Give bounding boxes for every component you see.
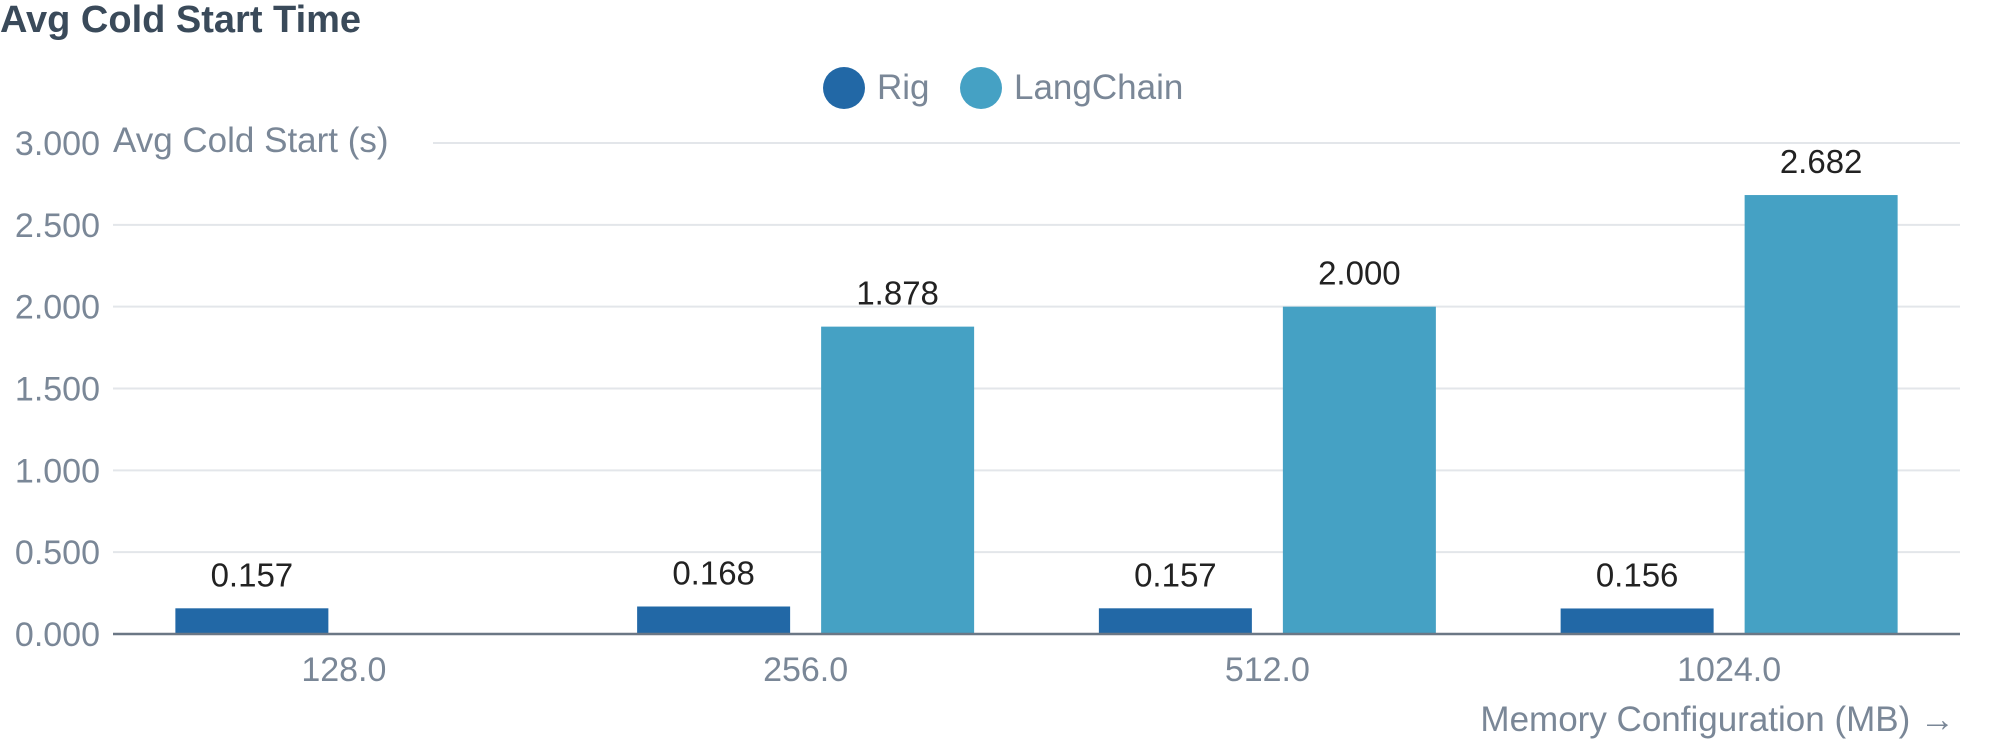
legend-swatch-rig xyxy=(823,67,865,109)
legend-label-langchain: LangChain xyxy=(1014,68,1183,107)
y-tick-label: 0.500 xyxy=(15,534,100,572)
bar-rig-1024.0 xyxy=(1560,608,1714,634)
bar-langchain-512.0 xyxy=(1282,306,1436,634)
data-label: 1.878 xyxy=(856,275,939,312)
y-tick-label: 1.000 xyxy=(15,452,100,490)
x-tick-label: 256.0 xyxy=(763,651,848,689)
y-tick-label: 0.000 xyxy=(15,616,100,654)
chart-title: Avg Cold Start Time xyxy=(0,0,362,41)
y-tick-label: 2.500 xyxy=(15,207,100,245)
bar-rig-512.0 xyxy=(1098,608,1252,634)
x-axis-ticks: 128.0 256.0 512.0 1024.0 xyxy=(301,651,1781,689)
data-labels: 0.157 0.168 1.878 0.157 2.000 0.156 2.682 xyxy=(211,143,1863,593)
y-tick-label: 1.500 xyxy=(15,371,100,409)
y-tick-label: 2.000 xyxy=(15,289,100,327)
y-axis-ticks: 0.000 0.500 1.000 1.500 2.000 2.500 3.000 xyxy=(15,125,100,654)
bar-rig-256.0 xyxy=(637,606,791,634)
data-label: 0.157 xyxy=(1134,556,1217,593)
legend: Rig LangChain xyxy=(823,67,1183,109)
data-label: 0.156 xyxy=(1596,556,1679,593)
bars xyxy=(175,195,1898,634)
bar-langchain-256.0 xyxy=(821,326,975,634)
bar-langchain-1024.0 xyxy=(1744,195,1898,634)
gridlines xyxy=(113,142,1960,554)
data-label: 0.168 xyxy=(672,555,755,592)
bar-rig-128.0 xyxy=(175,608,329,634)
legend-label-rig: Rig xyxy=(877,68,930,107)
data-label: 2.000 xyxy=(1318,255,1401,292)
data-label: 2.682 xyxy=(1780,143,1863,180)
x-tick-label: 128.0 xyxy=(301,651,386,689)
x-tick-label: 1024.0 xyxy=(1677,651,1781,689)
x-axis-label: Memory Configuration (MB) → xyxy=(1480,700,1955,739)
y-tick-label: 3.000 xyxy=(15,125,100,163)
x-tick-label: 512.0 xyxy=(1225,651,1310,689)
legend-swatch-langchain xyxy=(960,67,1002,109)
data-label: 0.157 xyxy=(211,556,294,593)
y-axis-label: Avg Cold Start (s) xyxy=(113,121,389,160)
